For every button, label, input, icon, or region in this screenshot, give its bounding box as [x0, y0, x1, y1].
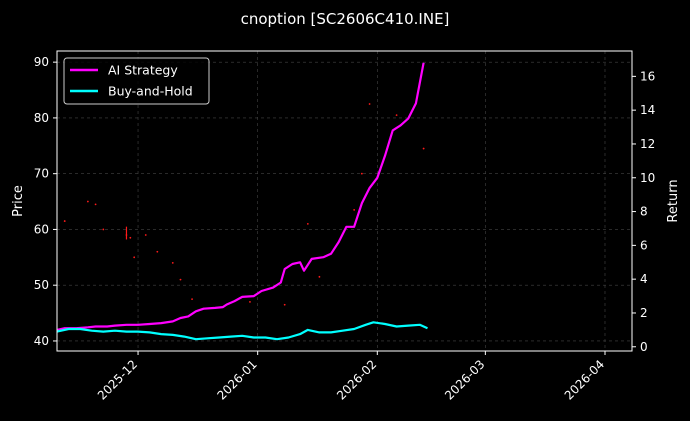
price-point	[171, 261, 174, 264]
series-lines	[56, 62, 428, 341]
y2-tick-label: 10	[640, 171, 655, 185]
price-point	[191, 298, 193, 301]
price-point	[144, 234, 147, 236]
price-point	[156, 250, 159, 253]
y2-tick-label: 12	[640, 137, 655, 151]
price-points	[63, 103, 425, 306]
buy-and-hold-line	[56, 321, 428, 341]
y2-tick-label: 8	[640, 205, 648, 219]
y-tick-label: 90	[34, 55, 49, 69]
price-point	[318, 275, 321, 278]
plot-frame	[56, 50, 633, 352]
price-point	[94, 203, 97, 206]
chart-title: cnoption [SC2606C410.INE]	[241, 10, 450, 28]
price-point	[360, 172, 363, 175]
y-tick-label: 80	[34, 111, 49, 125]
legend-label: AI Strategy	[108, 63, 178, 78]
y-axis-label: Price	[11, 185, 26, 217]
price-point	[353, 209, 356, 211]
y2-tick-label: 14	[640, 103, 655, 117]
price-point	[422, 147, 425, 150]
y2-tick-label: 4	[640, 272, 648, 286]
legend: AI Strategy Buy-and-Hold	[63, 57, 210, 105]
y-tick-label: 70	[34, 167, 49, 181]
price-point	[249, 301, 251, 303]
y2-tick-label: 16	[640, 69, 655, 83]
y-tick-label: 40	[34, 334, 49, 348]
price-point	[283, 303, 286, 306]
price-point	[395, 114, 398, 117]
price-point	[306, 222, 309, 225]
legend-box	[63, 57, 210, 105]
y2-tick-label: 2	[640, 306, 648, 320]
ai-strategy-line	[56, 62, 425, 331]
y2-axis-label: Return	[666, 179, 681, 222]
price-point	[129, 236, 132, 239]
y2-tick-label: 0	[640, 340, 648, 354]
price-point	[368, 103, 371, 105]
y-tick-label: 60	[34, 222, 49, 236]
price-point	[86, 200, 89, 203]
price-point	[102, 228, 105, 231]
price-point	[179, 278, 182, 281]
price-point	[63, 220, 66, 222]
price-point	[133, 256, 136, 259]
y2-tick-label: 6	[640, 238, 648, 252]
y-tick-label: 50	[34, 278, 49, 292]
legend-label: Buy-and-Hold	[108, 84, 193, 99]
